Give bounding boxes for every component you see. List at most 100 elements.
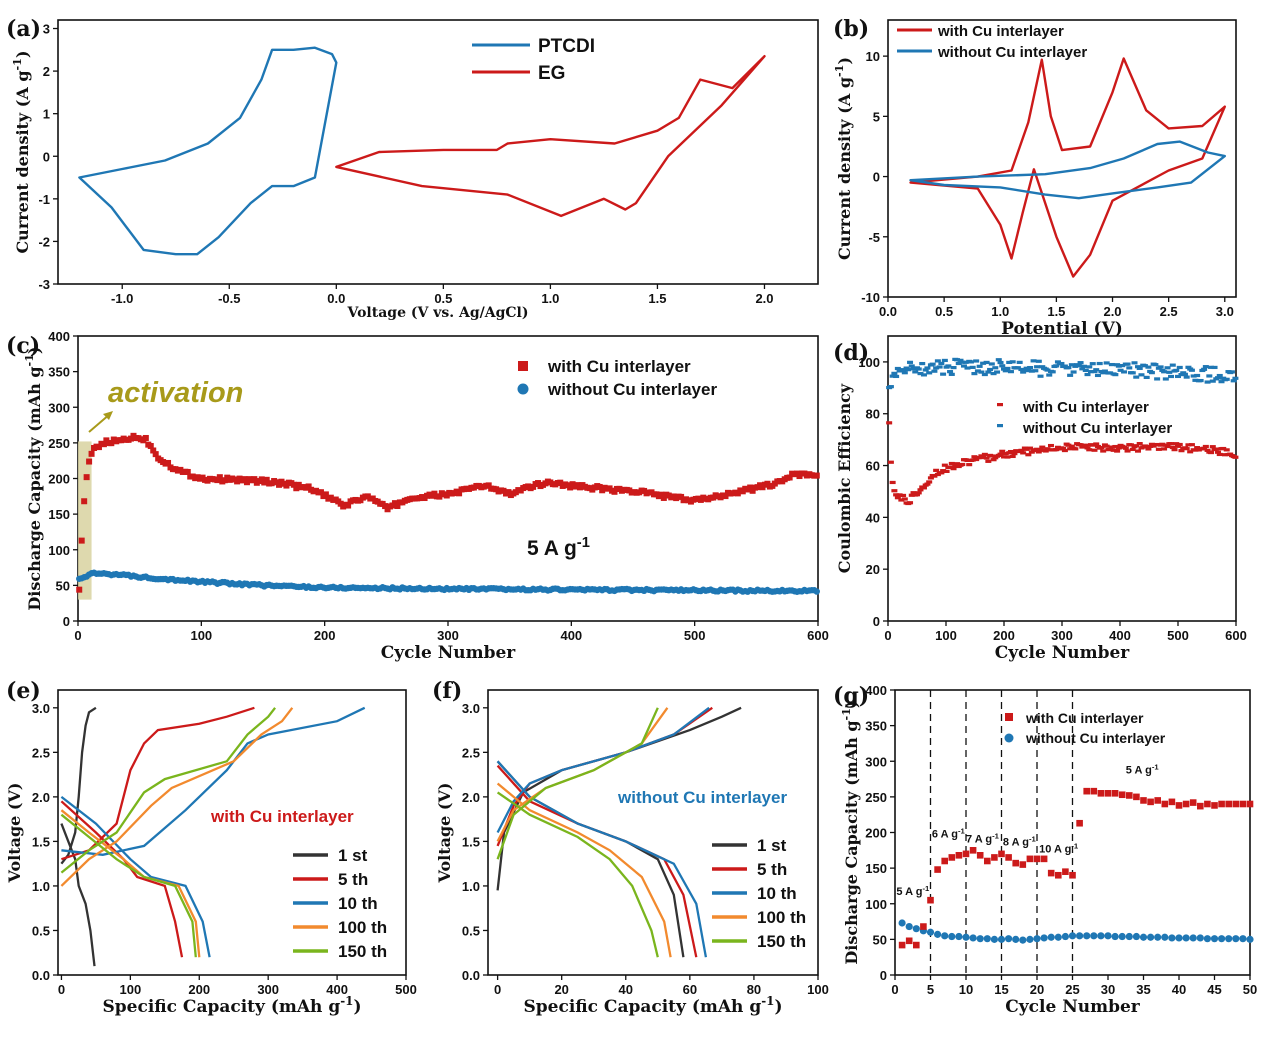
x-tick-label: 2.0 (1103, 304, 1121, 319)
x-tick-label: 5 (927, 982, 934, 997)
point-with-cu (1020, 451, 1027, 455)
x-tick-label: 100 (807, 982, 829, 997)
x-tick-label: 600 (807, 628, 829, 643)
point-without-cu (1075, 363, 1082, 368)
legend-label: without Cu interlayer (547, 380, 717, 399)
point-without-cu (1107, 371, 1114, 375)
point-without-cu (983, 360, 990, 365)
point-without-cu (1058, 361, 1065, 366)
y-tick-label: 2 (43, 64, 50, 79)
point-without-cu (1097, 932, 1105, 940)
point-without-cu (997, 935, 1006, 943)
point-without-cu (1026, 935, 1034, 943)
point-without-cu (1164, 366, 1171, 370)
point-without-cu (1139, 933, 1148, 941)
point-with-cu (1035, 450, 1042, 454)
point-with-cu (108, 440, 115, 447)
y-tick-label: 400 (48, 329, 70, 344)
y-tick-label: 0.0 (462, 968, 480, 983)
point-without-cu (1054, 933, 1062, 941)
point-with-cu (1147, 444, 1154, 448)
plot-frame (887, 335, 1237, 622)
y-tick-label: 2.0 (462, 790, 480, 805)
point-with-cu (1114, 449, 1121, 453)
point-with-cu (980, 455, 987, 459)
legend-marker (997, 403, 1003, 407)
cv-curve-eg (335, 55, 766, 218)
point-without-cu (1210, 935, 1219, 943)
legend-label: with Cu interlayer (547, 357, 691, 376)
point-with-cu (1239, 800, 1247, 808)
point-with-cu (1204, 800, 1211, 808)
x-tick-label: -0.5 (218, 291, 240, 306)
point-without-cu (1046, 373, 1053, 377)
point-with-cu (934, 472, 941, 477)
y-tick-label: 100 (865, 897, 887, 912)
point-without-cu (1232, 935, 1240, 943)
point-without-cu (1018, 367, 1025, 372)
point-without-cu (994, 370, 1001, 374)
x-tick-label: 100 (935, 628, 957, 643)
point-without-cu (905, 922, 913, 931)
point-without-cu (960, 364, 967, 368)
charge-curve (496, 707, 659, 860)
point-without-cu (1014, 366, 1021, 370)
point-with-cu (948, 461, 955, 466)
point-without-cu (1068, 932, 1077, 940)
point-without-cu (1068, 363, 1075, 367)
x-tick-label: 3.0 (1216, 304, 1234, 319)
point-without-cu (1203, 935, 1211, 943)
point-without-cu (1009, 360, 1016, 364)
point-with-cu (966, 463, 973, 467)
point-with-cu (998, 850, 1005, 858)
point-with-cu (1201, 446, 1208, 450)
point-without-cu (1083, 932, 1091, 940)
point-with-cu (905, 937, 913, 945)
discharge-curve (60, 813, 197, 958)
rate-label: 7 A g-1 (966, 831, 1000, 846)
plot-frame (487, 689, 819, 976)
y-tick-label: 100 (48, 543, 70, 558)
discharge-curve (496, 782, 672, 958)
point-without-cu (1019, 936, 1027, 944)
point-with-cu (913, 941, 920, 949)
point-with-cu (1019, 861, 1027, 868)
point-with-cu (971, 455, 978, 459)
panel-label: (g) (833, 683, 869, 709)
legend-label: 5 th (338, 870, 368, 889)
point-with-cu (1069, 871, 1076, 879)
point-without-cu (1096, 361, 1103, 366)
point-without-cu (894, 366, 901, 371)
point-without-cu (1218, 935, 1226, 943)
point-with-cu (243, 479, 250, 486)
point-with-cu (1164, 444, 1171, 449)
charge-curve (60, 706, 97, 865)
point-with-cu (941, 857, 948, 865)
x-tick-label: 400 (1109, 628, 1131, 643)
point-with-cu (952, 464, 959, 468)
point-with-cu (941, 463, 948, 467)
point-with-cu (1072, 447, 1079, 451)
x-tick-label: 100 (120, 982, 142, 997)
point-with-cu (382, 503, 389, 510)
point-without-cu (1033, 935, 1041, 943)
point-with-cu (184, 468, 191, 475)
charge-curve (61, 706, 366, 856)
charge-curve (496, 706, 710, 834)
point-without-cu (1147, 933, 1155, 941)
rate-label: 6 A g-1 (932, 826, 966, 841)
point-without-cu (995, 358, 1002, 362)
point-with-cu (893, 493, 900, 497)
point-with-cu (216, 474, 223, 481)
point-without-cu (1218, 380, 1225, 384)
point-with-cu (1124, 449, 1131, 453)
point-with-cu (1223, 448, 1230, 452)
legend-marker (1005, 713, 1013, 721)
charge-curve (60, 707, 294, 887)
point-with-cu (1208, 450, 1215, 455)
point-with-cu (1061, 448, 1068, 453)
x-tick-label: 40 (1172, 982, 1186, 997)
point-with-cu (898, 941, 906, 949)
point-without-cu (929, 362, 936, 366)
discharge-curve (60, 795, 211, 958)
